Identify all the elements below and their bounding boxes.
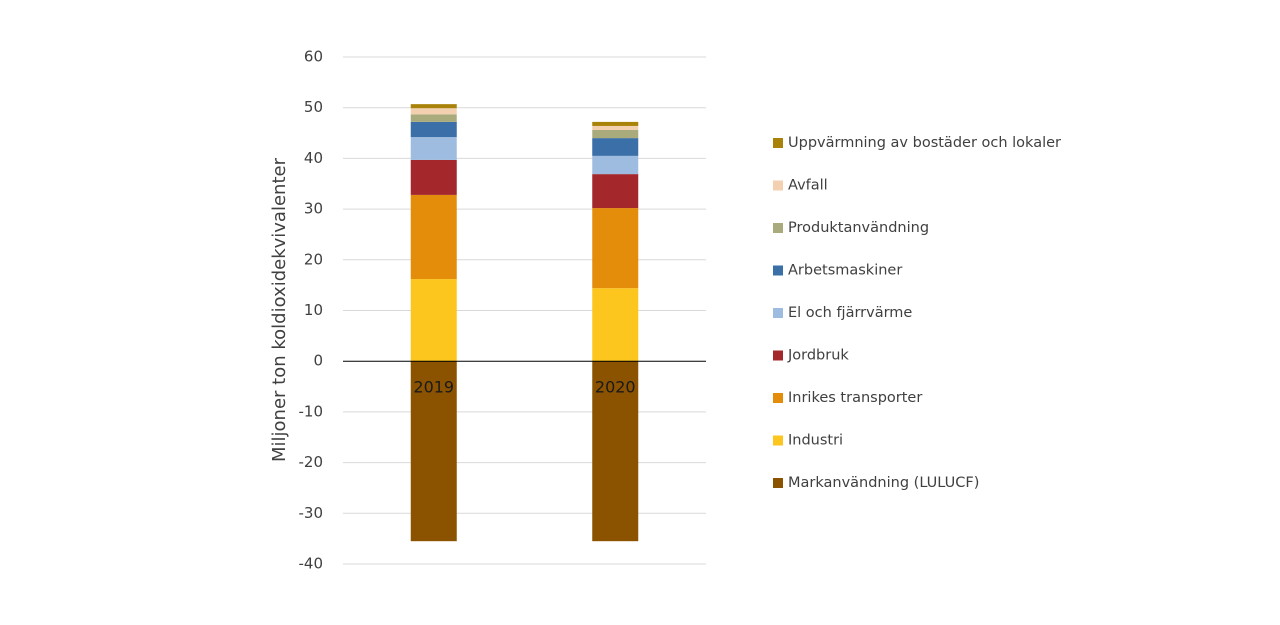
legend-label: El och fjärrvärme <box>788 305 912 321</box>
legend-swatch <box>773 478 783 488</box>
y-tick-label: -30 <box>299 504 324 522</box>
bar-segment <box>592 155 639 175</box>
legend-label: Jordbruk <box>787 348 849 364</box>
legend-swatch <box>773 180 783 191</box>
bar-segment <box>410 121 457 138</box>
bar-segment <box>410 114 457 122</box>
y-tick-label: 30 <box>304 200 323 218</box>
y-tick-label: 50 <box>304 98 323 116</box>
legend-label: Avfall <box>788 178 828 194</box>
legend-label: Industri <box>788 433 843 449</box>
legend-swatch <box>773 265 783 276</box>
x-tick-label: 2019 <box>413 378 454 397</box>
y-tick-label: -20 <box>299 453 324 471</box>
bar-segment <box>592 125 639 131</box>
legend-swatch <box>773 223 783 233</box>
bar-segment <box>592 121 639 126</box>
y-tick-label: 10 <box>304 301 323 319</box>
bar-segment <box>410 361 457 542</box>
legend-label: Markanvändning (LULUCF) <box>788 475 979 491</box>
legend-label: Produktanvändning <box>788 220 929 236</box>
legend-swatch <box>773 435 783 446</box>
legend-swatch <box>773 393 783 403</box>
x-tick-label: 2020 <box>595 378 636 397</box>
y-tick-label: 40 <box>304 149 323 167</box>
y-tick-label: 60 <box>304 48 323 66</box>
legend-swatch <box>773 138 783 148</box>
y-tick-label: -10 <box>299 402 324 420</box>
bar-segment <box>410 108 457 115</box>
bar-segment <box>410 137 457 160</box>
bar-segment <box>592 288 639 362</box>
bar-segment <box>410 194 457 280</box>
bar-segment <box>410 159 457 195</box>
y-tick-label: 0 <box>313 352 323 370</box>
bar-segment <box>592 361 639 542</box>
legend-swatch <box>773 350 783 361</box>
bar-segment <box>592 138 639 156</box>
y-tick-label: 20 <box>304 250 323 268</box>
legend-label: Arbetsmaskiner <box>788 263 902 279</box>
legend-swatch <box>773 308 783 318</box>
bar-segment <box>410 279 457 362</box>
bar-segment <box>410 104 457 109</box>
bar-segment <box>592 130 639 139</box>
y-axis-title: Miljoner ton koldioxidekvivalenter <box>269 157 290 462</box>
y-tick-label: -40 <box>299 555 324 573</box>
legend-label: Inrikes transporter <box>788 390 922 406</box>
bar-segment <box>592 174 639 209</box>
legend-label: Uppvärmning av bostäder och lokaler <box>788 135 1061 151</box>
bar-segment <box>592 208 639 289</box>
